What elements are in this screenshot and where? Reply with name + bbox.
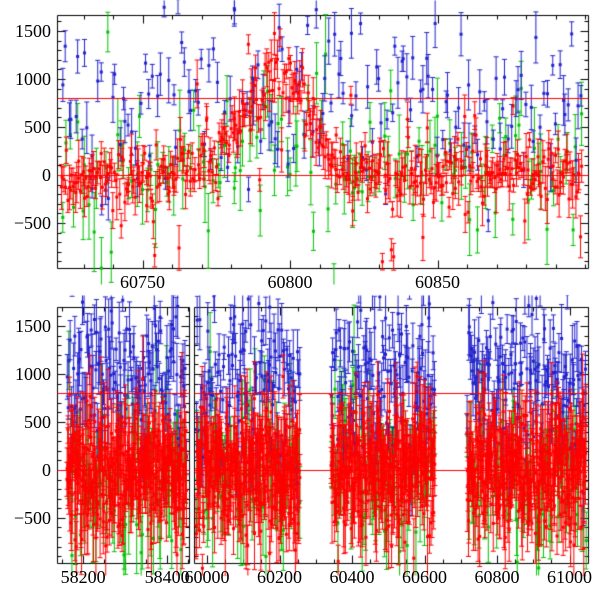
y-tick-label: −500 (13, 507, 51, 528)
x-tick-label: 60200 (257, 567, 303, 587)
y-tick-label: 0 (42, 164, 51, 185)
y-tick-label: 1500 (15, 21, 51, 42)
x-tick-label: 60400 (329, 567, 375, 587)
x-tick-label: 60800 (474, 567, 520, 587)
x-tick-label: 60800 (267, 272, 313, 292)
x-tick-label: 60000 (184, 567, 230, 587)
x-tick-label: 58200 (60, 567, 106, 587)
y-tick-label: −500 (13, 212, 51, 233)
y-tick-label: 1000 (15, 68, 51, 89)
x-tick-label: 60850 (415, 272, 461, 292)
y-tick-label: 1000 (15, 363, 51, 384)
x-tick-label: 60600 (402, 567, 448, 587)
x-tick-label: 60750 (120, 272, 166, 292)
y-tick-label: 1500 (15, 315, 51, 336)
y-tick-label: 0 (42, 459, 51, 480)
y-tick-label: 500 (24, 411, 51, 432)
x-tick-label: 61000 (547, 567, 592, 587)
y-tick-label: 500 (24, 116, 51, 137)
x-tick-label: 58400 (144, 567, 190, 587)
